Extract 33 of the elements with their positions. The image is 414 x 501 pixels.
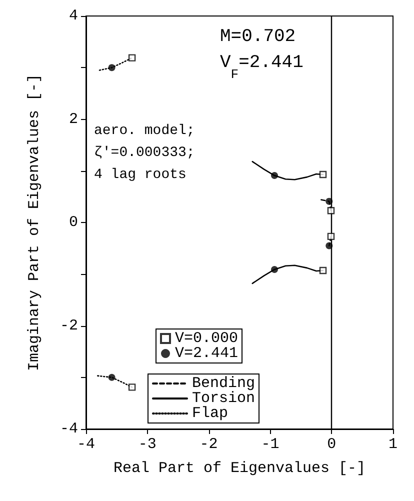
y-tick-label: 4 [68, 8, 78, 24]
legend-label: Bending [192, 375, 256, 392]
point [327, 232, 335, 240]
point [108, 374, 116, 381]
legend-label: Torsion [192, 390, 256, 407]
x-tick-label: -1 [261, 436, 280, 453]
legend-label: V=2.441 [175, 345, 238, 362]
annotation: M=0.702 [220, 27, 296, 47]
y-tick-label: 0 [68, 214, 78, 231]
y-tick-label: -4 [60, 420, 78, 438]
point [108, 64, 116, 72]
legend-label: V=0.000 [175, 330, 238, 347]
point [319, 170, 327, 178]
x-tick-label: 0 [327, 436, 336, 453]
y-tick-label: -2 [60, 317, 78, 334]
annotation: ζ′=0.000333; [94, 145, 195, 161]
point [128, 384, 136, 391]
x-tick-label: 1 [388, 436, 398, 453]
point [128, 54, 136, 62]
point [271, 172, 278, 180]
y-tick-label: 2 [68, 110, 78, 128]
annotation: 4 lag roots [94, 167, 186, 183]
y-axis-title: Imaginary Part of Eigenvalues [-] [26, 74, 43, 372]
point [271, 266, 278, 273]
point [326, 242, 333, 250]
point [326, 198, 333, 205]
x-axis-title: Real Part of Eigenvalues [-] [113, 460, 366, 477]
point [319, 266, 327, 274]
point [327, 207, 335, 214]
annotation: aero. model; [94, 123, 195, 139]
legend-label: Flap [192, 405, 228, 422]
x-tick-label: -2 [200, 436, 218, 453]
x-tick-label: -3 [138, 436, 156, 453]
